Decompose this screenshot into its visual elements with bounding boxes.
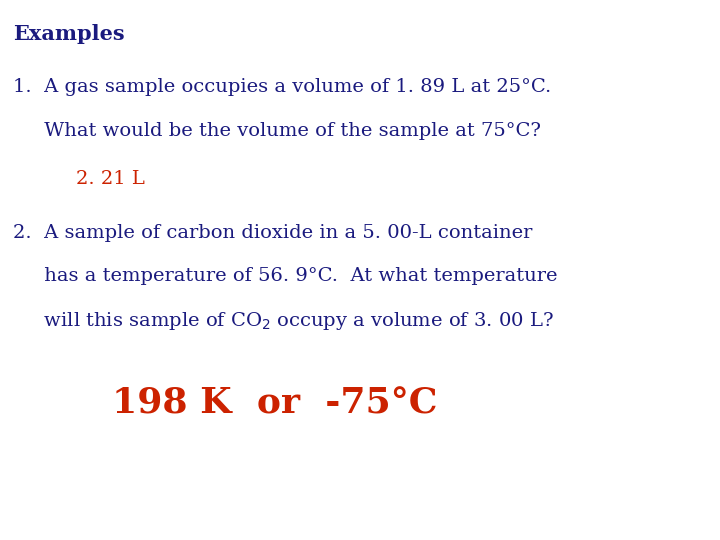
Text: 1.  A gas sample occupies a volume of 1. 89 L at 25°C.: 1. A gas sample occupies a volume of 1. … [13, 78, 552, 96]
Text: has a temperature of 56. 9°C.  At what temperature: has a temperature of 56. 9°C. At what te… [13, 267, 557, 285]
Text: 2. 21 L: 2. 21 L [76, 170, 145, 188]
Text: Examples: Examples [13, 24, 125, 44]
Text: 2.  A sample of carbon dioxide in a 5. 00-L container: 2. A sample of carbon dioxide in a 5. 00… [13, 224, 532, 242]
Text: 198 K  or  -75°C: 198 K or -75°C [112, 386, 437, 420]
Text: What would be the volume of the sample at 75°C?: What would be the volume of the sample a… [13, 122, 541, 139]
Text: will this sample of CO$_2$ occupy a volume of 3. 00 L?: will this sample of CO$_2$ occupy a volu… [13, 310, 554, 333]
